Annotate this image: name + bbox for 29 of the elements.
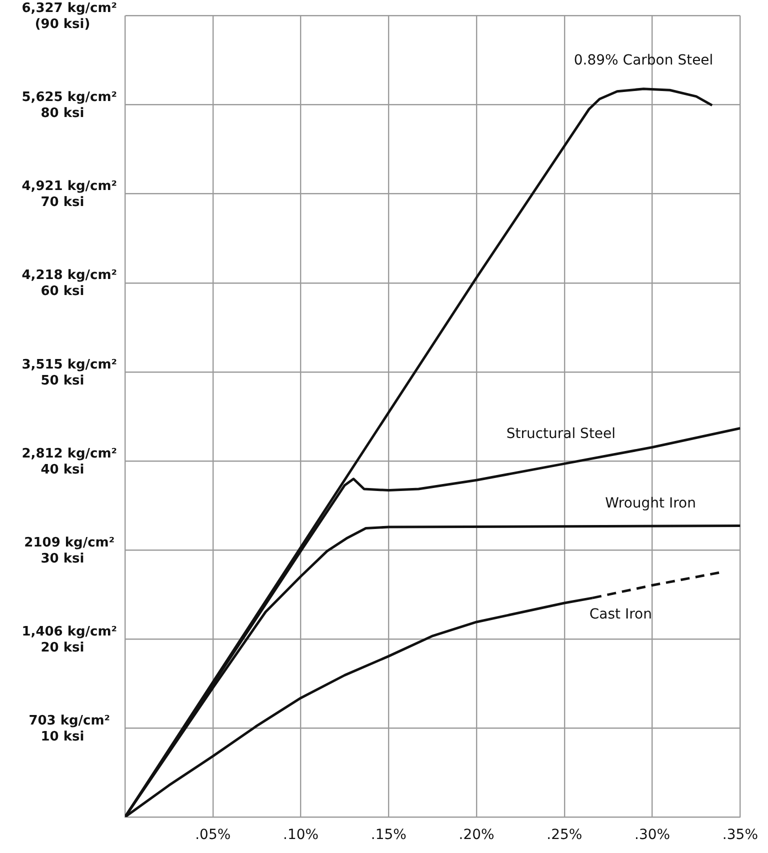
y2-tick-label: 20 ksi (40, 640, 84, 656)
text: 0.89% Carbon Steel (574, 52, 714, 69)
y-tick-label: 1,406 kg/cm² (22, 624, 118, 640)
y-tick-label: 6,327 kg/cm² (22, 1, 118, 16)
y2-tick-label: 10 ksi (40, 729, 84, 744)
y2-tick-label: 40 ksi (40, 462, 84, 478)
y-tick-label: 3,515 kg/cm² (22, 357, 118, 372)
series-label: Wrought Iron (605, 496, 696, 512)
x-tick-label: .05% (195, 827, 231, 844)
y-tick-label: 2109 kg/cm² (24, 535, 115, 550)
x-tick-label: .15% (370, 827, 406, 844)
y-tick-label: 4,218 kg/cm² (22, 268, 118, 284)
y-tick-label: 703 kg/cm² (28, 713, 110, 728)
x-tick-label: .30% (634, 827, 670, 844)
series-label: Cast Iron (589, 606, 652, 622)
y-tick-label: 2,812 kg/cm² (22, 446, 118, 462)
y2-tick-label: 60 ksi (40, 284, 84, 300)
y2-tick-label: 30 ksi (40, 551, 84, 566)
y-tick-label: 4,921 kg/cm² (22, 179, 118, 194)
x-tick-label: .35% (722, 827, 758, 844)
y-tick-label: 5,625 kg/cm² (22, 90, 118, 106)
y2-tick-label: 80 ksi (40, 106, 84, 122)
y2-tick-label: 70 ksi (40, 195, 84, 210)
x-tick-label: .25% (546, 827, 582, 844)
series-label: Structural Steel (506, 426, 616, 442)
y2-tick-label: 50 ksi (40, 373, 84, 388)
y2-tick-label: (90 ksi) (34, 17, 90, 32)
x-tick-label: .10% (282, 827, 319, 844)
x-tick-label: .20% (458, 827, 494, 844)
